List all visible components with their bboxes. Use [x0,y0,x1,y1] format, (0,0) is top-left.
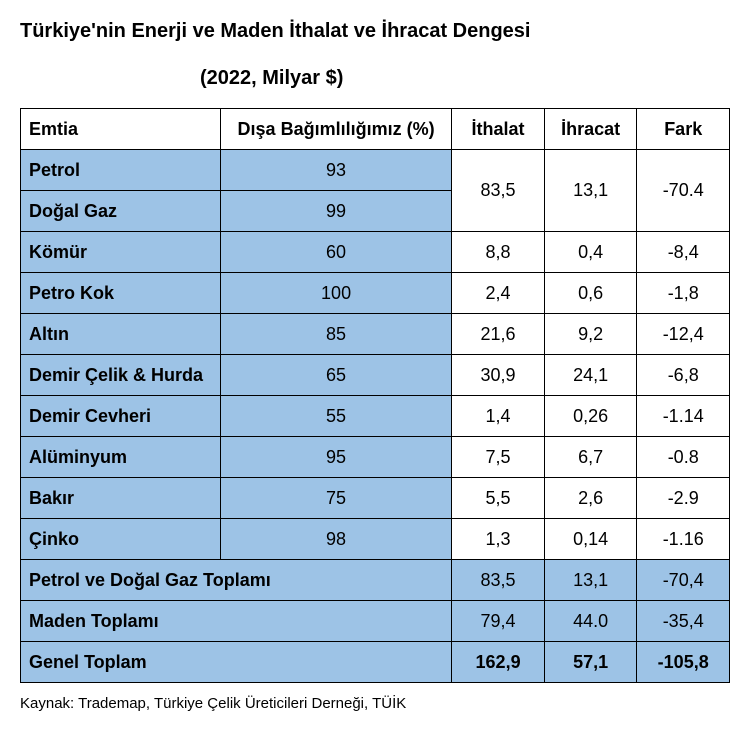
cell-emtia: Çinko [21,519,221,560]
cell-emtia: Bakır [21,478,221,519]
cell-exp: 13,1 [544,150,637,232]
col-diff: Fark [637,109,730,150]
cell-exp: 0,26 [544,396,637,437]
cell-exp: 2,6 [544,478,637,519]
cell-emtia: Petro Kok [21,273,221,314]
cell-emtia: Alüminyum [21,437,221,478]
cell-imp: 162,9 [452,642,545,683]
cell-diff: -0.8 [637,437,730,478]
cell-diff: -70.4 [637,150,730,232]
cell-emtia: Kömür [21,232,221,273]
cell-dep: 93 [220,150,451,191]
cell-diff: -12,4 [637,314,730,355]
cell-exp: 13,1 [544,560,637,601]
cell-emtia: Altın [21,314,221,355]
summary-row: Petrol ve Doğal Gaz Toplamı83,513,1-70,4 [21,560,730,601]
col-exp: İhracat [544,109,637,150]
cell-dep: 99 [220,191,451,232]
cell-diff: -6,8 [637,355,730,396]
grand-total-row: Genel Toplam162,957,1-105,8 [21,642,730,683]
cell-exp: 6,7 [544,437,637,478]
cell-diff: -1.14 [637,396,730,437]
cell-exp: 0,6 [544,273,637,314]
source-note: Kaynak: Trademap, Türkiye Çelik Üreticil… [20,695,730,712]
col-imp: İthalat [452,109,545,150]
cell-diff: -2.9 [637,478,730,519]
cell-exp: 24,1 [544,355,637,396]
grand-label: Genel Toplam [21,642,452,683]
cell-imp: 21,6 [452,314,545,355]
col-dep: Dışa Bağımlılığımız (%) [220,109,451,150]
cell-exp: 57,1 [544,642,637,683]
table-row: Bakır755,52,6-2.9 [21,478,730,519]
cell-imp: 1,3 [452,519,545,560]
cell-dep: 60 [220,232,451,273]
cell-imp: 2,4 [452,273,545,314]
cell-imp: 5,5 [452,478,545,519]
cell-dep: 65 [220,355,451,396]
cell-exp: 9,2 [544,314,637,355]
table-row: Petrol9383,513,1-70.4 [21,150,730,191]
col-emtia: Emtia [21,109,221,150]
cell-dep: 85 [220,314,451,355]
cell-emtia: Demir Cevheri [21,396,221,437]
page-subtitle: (2022, Milyar $) [200,67,730,90]
cell-imp: 83,5 [452,150,545,232]
table-row: Alüminyum957,56,7-0.8 [21,437,730,478]
cell-diff: -8,4 [637,232,730,273]
cell-imp: 8,8 [452,232,545,273]
cell-dep: 95 [220,437,451,478]
cell-exp: 44.0 [544,601,637,642]
cell-imp: 79,4 [452,601,545,642]
cell-dep: 100 [220,273,451,314]
table-header-row: EmtiaDışa Bağımlılığımız (%)İthalatİhrac… [21,109,730,150]
cell-dep: 75 [220,478,451,519]
cell-diff: -70,4 [637,560,730,601]
cell-exp: 0,14 [544,519,637,560]
summary-label: Maden Toplamı [21,601,452,642]
table-row: Altın8521,69,2-12,4 [21,314,730,355]
data-table: EmtiaDışa Bağımlılığımız (%)İthalatİhrac… [20,108,730,683]
table-row: Çinko981,30,14-1.16 [21,519,730,560]
cell-imp: 30,9 [452,355,545,396]
cell-diff: -35,4 [637,601,730,642]
page-title: Türkiye'nin Enerji ve Maden İthalat ve İ… [20,20,730,43]
cell-imp: 7,5 [452,437,545,478]
table-row: Demir Cevheri551,40,26-1.14 [21,396,730,437]
cell-diff: -1,8 [637,273,730,314]
cell-dep: 55 [220,396,451,437]
table-row: Petro Kok1002,40,6-1,8 [21,273,730,314]
cell-exp: 0,4 [544,232,637,273]
summary-row: Maden Toplamı79,444.0-35,4 [21,601,730,642]
cell-imp: 1,4 [452,396,545,437]
cell-diff: -105,8 [637,642,730,683]
table-row: Kömür608,80,4-8,4 [21,232,730,273]
cell-diff: -1.16 [637,519,730,560]
cell-emtia: Demir Çelik & Hurda [21,355,221,396]
table-row: Demir Çelik & Hurda6530,924,1-6,8 [21,355,730,396]
cell-emtia: Doğal Gaz [21,191,221,232]
cell-dep: 98 [220,519,451,560]
cell-emtia: Petrol [21,150,221,191]
cell-imp: 83,5 [452,560,545,601]
summary-label: Petrol ve Doğal Gaz Toplamı [21,560,452,601]
